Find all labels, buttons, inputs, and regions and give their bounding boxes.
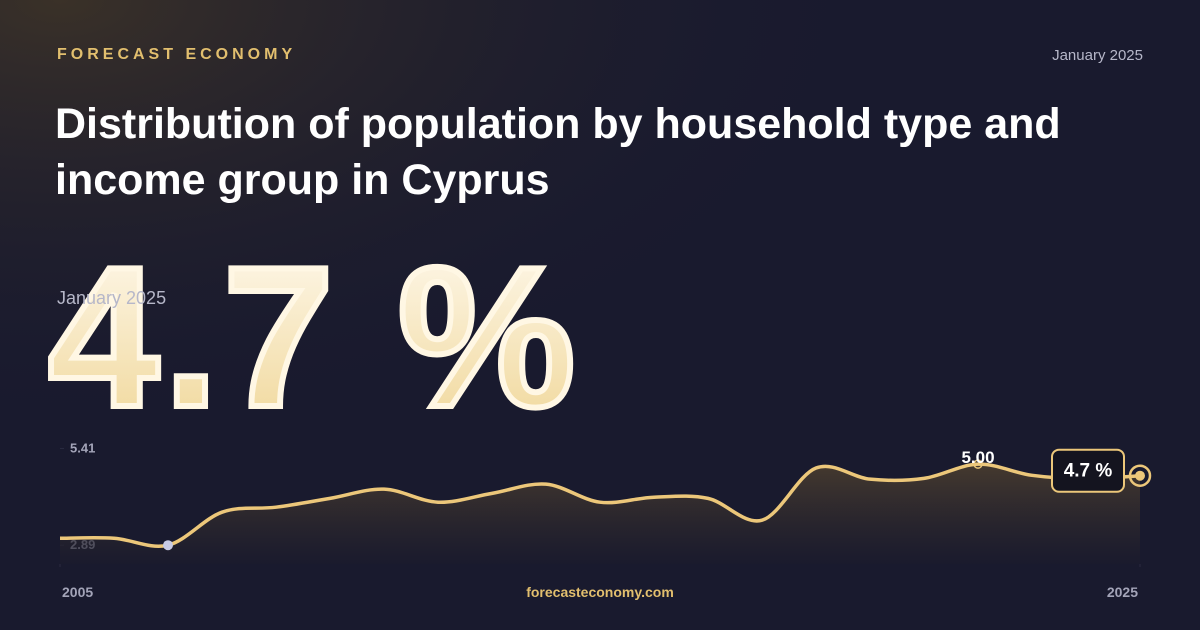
min-point	[163, 540, 173, 551]
x-tick-label: 2025	[1107, 584, 1138, 600]
annotated-point	[973, 459, 983, 469]
end-point-ring	[1128, 464, 1152, 487]
x-tick-label: 2005	[62, 584, 93, 600]
value-label: 4.7 %	[1064, 461, 1113, 482]
value-badge	[1051, 448, 1125, 493]
brand: FORECAST ECONOMY	[57, 46, 296, 63]
area	[60, 464, 1140, 564]
chart-title: Distribution of population by household …	[55, 100, 1061, 204]
end-point	[1135, 470, 1145, 481]
y-tick-label: 5.41	[70, 440, 95, 455]
date: January 2025	[1052, 47, 1143, 64]
value-label: 5.00	[961, 448, 994, 467]
title-box: Distribution of population by household …	[55, 100, 1061, 204]
headline: 4.7 %	[48, 226, 579, 449]
headline-date: January 2025	[57, 288, 166, 308]
source: forecasteconomy.com	[526, 584, 674, 600]
line	[59, 462, 1141, 548]
